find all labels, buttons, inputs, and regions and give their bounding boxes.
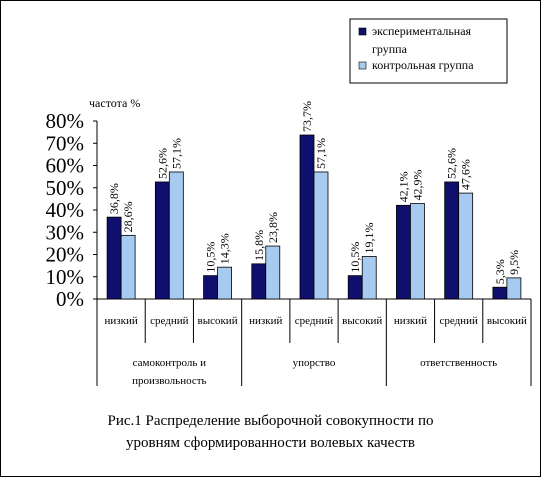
data-label: 57,1%: [169, 138, 183, 169]
legend-label: группа: [372, 42, 408, 56]
bar-experimental: [203, 275, 218, 300]
bar-control: [217, 266, 232, 300]
x-tick-label: высокий: [487, 315, 527, 327]
data-label: 19,1%: [362, 223, 376, 254]
legend-box: [349, 18, 508, 84]
group-label: самоконтроль и: [133, 357, 207, 369]
bar-control: [506, 277, 522, 300]
bar-experimental: [299, 134, 315, 300]
data-label: 57,1%: [314, 138, 328, 169]
data-label: 52,6%: [155, 148, 169, 179]
y-tick-label: 70%: [46, 131, 85, 155]
y-axis-title: частота %: [89, 96, 140, 110]
bar-experimental: [444, 181, 460, 300]
data-label: 10,5%: [348, 242, 362, 273]
x-tick-label: высокий: [198, 315, 238, 327]
x-tick-label: средний: [295, 315, 333, 327]
x-tick-label: высокий: [342, 315, 382, 327]
data-label: 42,9%: [410, 170, 424, 201]
y-tick-label: 30%: [46, 220, 85, 244]
group-label: произвольность: [132, 375, 206, 387]
bar-control: [458, 192, 474, 300]
data-label: 52,6%: [445, 148, 459, 179]
y-tick-label: 60%: [46, 154, 85, 178]
group-label: ответственность: [420, 357, 497, 369]
bar-experimental: [251, 263, 267, 300]
bar-chart: 0%10%20%30%40%50%60%70%80% частота % низки…: [46, 18, 532, 387]
x-tick-label: низкий: [394, 315, 427, 327]
data-label: 15,8%: [252, 230, 266, 261]
x-tick-label: низкий: [249, 315, 282, 327]
group-label: упорство: [293, 357, 336, 369]
bar-experimental: [396, 204, 411, 300]
bar-control: [313, 171, 329, 300]
data-label: 42,1%: [396, 171, 410, 202]
legend-swatch: [358, 61, 367, 70]
bar-control: [361, 256, 377, 300]
y-tick-label: 10%: [46, 265, 85, 289]
data-label: 10,5%: [204, 242, 218, 273]
bar-experimental: [106, 216, 122, 300]
y-tick-label: 0%: [56, 287, 84, 311]
bar-experimental: [154, 181, 170, 300]
legend-label: экспериментальная: [372, 24, 472, 38]
legend-label: контрольная группа: [372, 58, 474, 72]
bar-experimental: [492, 286, 508, 300]
x-tick-label: низкий: [104, 315, 137, 327]
bar-experimental: [347, 275, 363, 300]
x-tick-label: средний: [439, 315, 477, 327]
figure-caption-line-2: уровням сформированности волевых качеств: [126, 435, 415, 451]
bar-control: [265, 245, 281, 300]
bar-control: [168, 171, 184, 300]
figure-caption-line-1: Рис.1 Распределение выборочной совокупно…: [107, 413, 434, 429]
data-label: 14,3%: [218, 233, 232, 264]
bar-control: [410, 203, 425, 300]
y-tick-label: 50%: [46, 176, 85, 200]
data-label: 9,5%: [507, 250, 521, 275]
y-tick-label: 20%: [46, 243, 85, 267]
y-tick-label: 80%: [46, 109, 85, 133]
data-label: 5,3%: [493, 259, 507, 284]
y-tick-label: 40%: [46, 198, 85, 222]
bar-control: [120, 234, 136, 300]
data-label: 23,8%: [266, 212, 280, 243]
data-label: 28,6%: [121, 201, 135, 232]
data-label: 36,8%: [107, 183, 121, 214]
legend-swatch: [358, 27, 367, 36]
data-label: 47,6%: [459, 159, 473, 190]
data-label: 73,7%: [300, 101, 314, 132]
x-tick-label: средний: [150, 315, 188, 327]
